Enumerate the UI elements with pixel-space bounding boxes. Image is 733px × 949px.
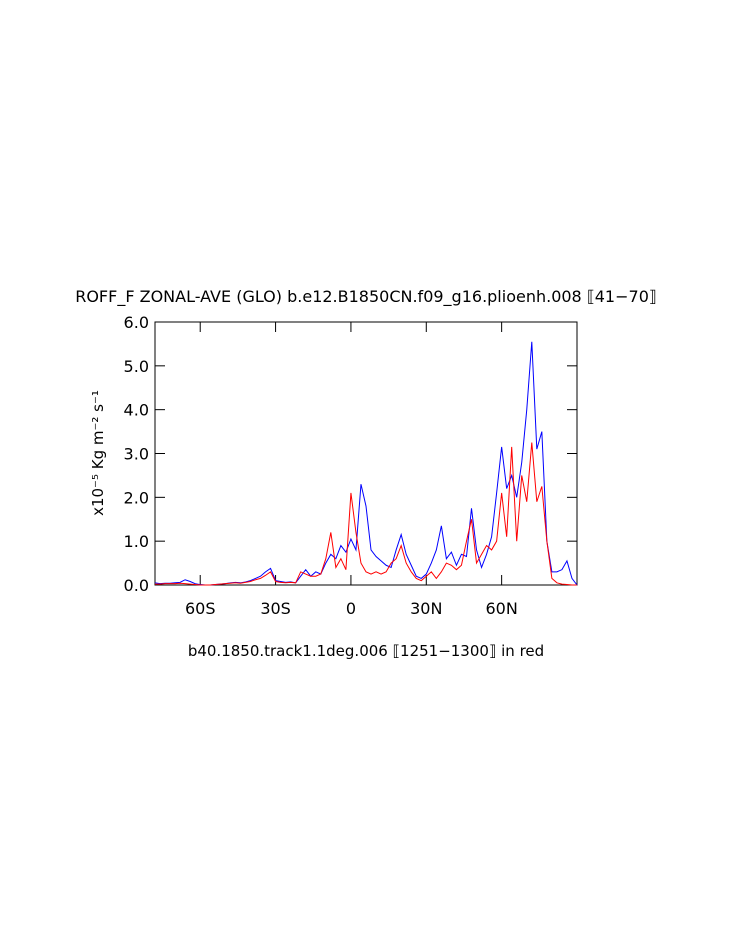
y-tick-label: 0.0 bbox=[124, 576, 149, 595]
x-tick-label: 60S bbox=[185, 599, 216, 618]
y-tick-label: 2.0 bbox=[124, 488, 149, 507]
x-tick-label: 30N bbox=[410, 599, 442, 618]
series-line bbox=[154, 341, 578, 586]
series-line bbox=[155, 442, 577, 586]
y-tick-label: 5.0 bbox=[124, 357, 149, 376]
x-axis-label: b40.1850.track1.1deg.006 ⟦1251−1300⟧ in … bbox=[188, 642, 544, 660]
y-axis-label: x10⁻⁵ Kg m⁻² s⁻¹ bbox=[89, 390, 107, 516]
y-tick-label: 1.0 bbox=[124, 532, 149, 551]
x-tick-label: 60N bbox=[485, 599, 517, 618]
x-tick-label: 30S bbox=[260, 599, 291, 618]
plot-frame bbox=[154, 321, 578, 586]
chart-title: ROFF_F ZONAL-AVE (GLO) b.e12.B1850CN.f09… bbox=[75, 287, 657, 307]
y-tick-label: 4.0 bbox=[124, 401, 149, 420]
y-tick-label: 6.0 bbox=[124, 313, 149, 332]
x-tick-label: 0 bbox=[346, 599, 356, 618]
y-tick-label: 3.0 bbox=[124, 445, 149, 464]
